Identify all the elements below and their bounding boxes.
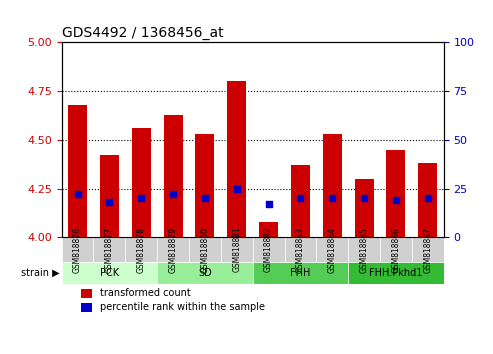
Point xyxy=(392,198,400,203)
Point xyxy=(424,195,432,201)
Text: GSM818886: GSM818886 xyxy=(391,227,400,273)
Text: percentile rank within the sample: percentile rank within the sample xyxy=(100,302,265,312)
FancyBboxPatch shape xyxy=(189,237,221,262)
Bar xyxy=(291,165,310,237)
Text: GSM818883: GSM818883 xyxy=(296,227,305,273)
FancyBboxPatch shape xyxy=(252,237,284,262)
Point xyxy=(73,192,81,197)
Text: GSM818879: GSM818879 xyxy=(169,227,177,273)
Text: SD: SD xyxy=(198,268,212,278)
Point xyxy=(265,201,273,207)
Bar xyxy=(354,179,374,237)
Point xyxy=(233,186,241,192)
Text: GSM818878: GSM818878 xyxy=(137,227,146,273)
FancyBboxPatch shape xyxy=(94,237,125,262)
Bar xyxy=(259,222,278,237)
Text: FHH.Pkhd1: FHH.Pkhd1 xyxy=(369,268,423,278)
Bar xyxy=(164,115,182,237)
Text: GDS4492 / 1368456_at: GDS4492 / 1368456_at xyxy=(62,26,223,40)
Bar xyxy=(81,289,92,298)
Bar xyxy=(81,303,92,312)
Bar xyxy=(323,134,342,237)
Text: FHH: FHH xyxy=(290,268,311,278)
Bar xyxy=(68,105,87,237)
Point xyxy=(169,192,177,197)
FancyBboxPatch shape xyxy=(62,237,94,262)
Text: GSM818885: GSM818885 xyxy=(359,227,369,273)
FancyBboxPatch shape xyxy=(62,262,157,284)
Text: GSM818882: GSM818882 xyxy=(264,227,273,273)
FancyBboxPatch shape xyxy=(157,262,252,284)
FancyBboxPatch shape xyxy=(380,237,412,262)
Bar xyxy=(387,150,405,237)
FancyBboxPatch shape xyxy=(412,237,444,262)
FancyBboxPatch shape xyxy=(348,262,444,284)
Point xyxy=(201,195,209,201)
FancyBboxPatch shape xyxy=(284,237,317,262)
Text: transformed count: transformed count xyxy=(100,288,191,298)
FancyBboxPatch shape xyxy=(317,237,348,262)
Point xyxy=(106,199,113,205)
Bar xyxy=(418,163,437,237)
Point xyxy=(137,195,145,201)
Bar xyxy=(195,134,214,237)
Text: GSM818887: GSM818887 xyxy=(423,227,432,273)
Text: GSM818880: GSM818880 xyxy=(200,227,210,273)
Point xyxy=(296,195,304,201)
Text: GSM818881: GSM818881 xyxy=(232,227,241,273)
FancyBboxPatch shape xyxy=(221,237,252,262)
FancyBboxPatch shape xyxy=(252,262,348,284)
Point xyxy=(328,195,336,201)
FancyBboxPatch shape xyxy=(125,237,157,262)
FancyBboxPatch shape xyxy=(157,237,189,262)
Text: strain ▶: strain ▶ xyxy=(21,268,60,278)
Text: GSM818884: GSM818884 xyxy=(328,227,337,273)
Text: GSM818877: GSM818877 xyxy=(105,227,114,273)
Bar xyxy=(132,128,151,237)
Text: PCK: PCK xyxy=(100,268,119,278)
Bar xyxy=(227,81,246,237)
Bar xyxy=(100,155,119,237)
Point xyxy=(360,195,368,201)
Text: GSM818876: GSM818876 xyxy=(73,227,82,273)
FancyBboxPatch shape xyxy=(348,237,380,262)
